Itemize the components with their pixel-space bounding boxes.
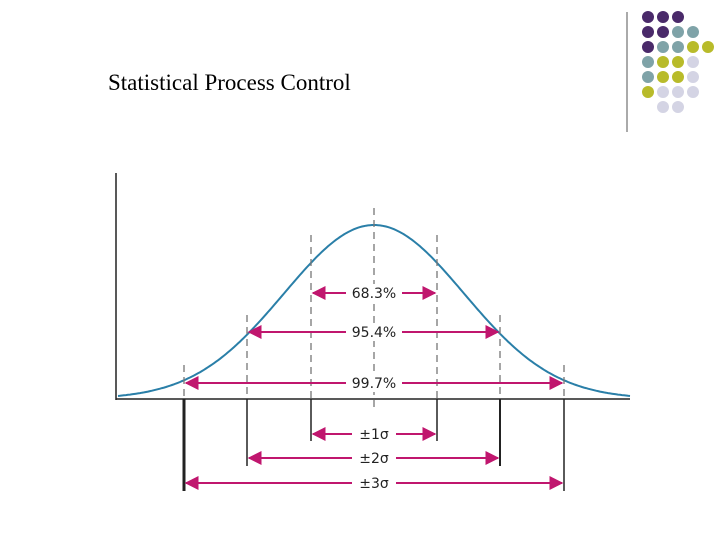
dot xyxy=(672,26,684,38)
dot xyxy=(672,101,684,113)
solid-guides xyxy=(182,399,565,491)
sigma-label: ±1σ xyxy=(359,427,389,443)
title: Statistical Process Control xyxy=(108,70,351,95)
dot xyxy=(687,26,699,38)
label-backgrounds xyxy=(346,284,402,492)
dot xyxy=(687,56,699,68)
dot xyxy=(657,101,669,113)
dot xyxy=(702,41,714,53)
coverage-label: 95.4% xyxy=(352,325,396,341)
coverage-label: 99.7% xyxy=(352,376,396,392)
dot xyxy=(642,41,654,53)
dot xyxy=(672,86,684,98)
dot xyxy=(642,86,654,98)
dot xyxy=(642,11,654,23)
dot xyxy=(687,71,699,83)
dot xyxy=(687,86,699,98)
dot xyxy=(657,41,669,53)
sigma-label: ±3σ xyxy=(359,476,389,492)
dot xyxy=(642,26,654,38)
dot xyxy=(642,71,654,83)
dot xyxy=(672,41,684,53)
normal-curve-diagram: 68.3% 95.4% 99.7% ±1σ ±2σ ±3σ xyxy=(115,173,631,492)
dot xyxy=(672,56,684,68)
dot xyxy=(657,26,669,38)
dot xyxy=(657,86,669,98)
dot xyxy=(642,56,654,68)
dot xyxy=(657,71,669,83)
dot xyxy=(672,71,684,83)
coverage-label: 68.3% xyxy=(352,286,396,302)
dot xyxy=(657,11,669,23)
dot xyxy=(657,56,669,68)
decoration-dots xyxy=(642,11,714,113)
dot xyxy=(687,41,699,53)
sigma-label: ±2σ xyxy=(359,451,389,467)
dot xyxy=(672,11,684,23)
